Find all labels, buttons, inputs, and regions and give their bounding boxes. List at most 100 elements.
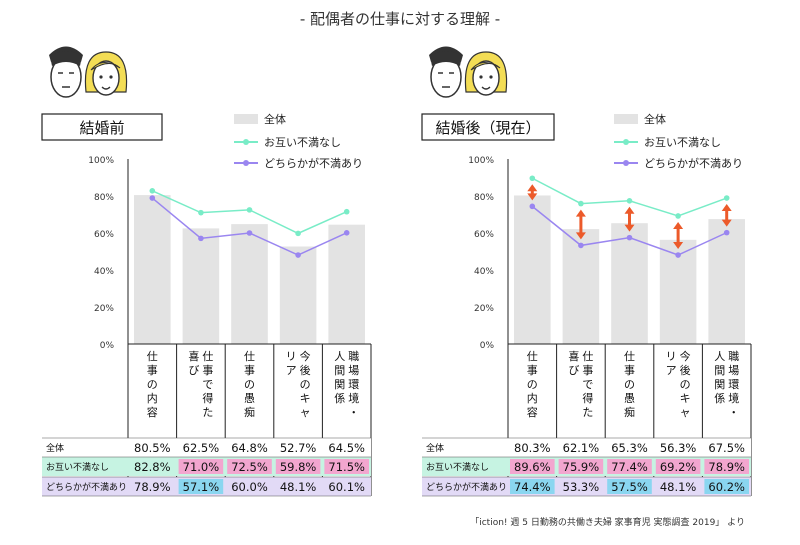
bar-1 — [134, 195, 171, 344]
bar-2 — [562, 229, 600, 344]
table-row-label: お互い不満なし — [46, 462, 109, 473]
either-point-4 — [675, 252, 681, 258]
category-label-1: 仕事の内容 — [147, 350, 158, 419]
category-label-5: 人間関係 — [714, 350, 725, 405]
y-tick-label: 0% — [480, 341, 495, 351]
category-label-4: リア — [666, 350, 677, 377]
table-cell-value: 74.4% — [514, 480, 551, 494]
table-row-label: 全体 — [46, 442, 64, 454]
either-point-2 — [578, 242, 584, 249]
chart-panel-2: 結婚後（現在） 全体お互い不満なしどちらかが不満あり0%20%40%60%80%1… — [421, 46, 752, 497]
legend-label-mutual: お互い不満なし — [644, 136, 721, 149]
table-cell-value: 89.6% — [514, 460, 551, 474]
either-point-5 — [343, 230, 350, 236]
table-cell-value: 82.8% — [134, 460, 171, 474]
legend-marker-mutual — [623, 139, 629, 145]
y-tick-label: 40% — [474, 267, 494, 277]
either-point-3 — [246, 230, 253, 236]
man-hair-top — [50, 51, 82, 66]
source-note: 「iction! 週 5 日勤務の共働き夫婦 家事育児 実態調査 2019」 よ… — [470, 516, 745, 528]
legend-marker-either — [243, 160, 249, 166]
y-tick-label: 100% — [468, 156, 494, 166]
category-label-2: 仕事で得た — [202, 350, 213, 419]
chart-panel-1: 結婚前 全体お互い不満なしどちらかが不満あり0%20%40%60%80%100%仕… — [41, 46, 372, 497]
woman-eye-left — [99, 75, 103, 79]
bar-3 — [231, 224, 268, 344]
gap-arrow-head-down — [527, 193, 538, 201]
either-point-4 — [295, 252, 301, 258]
gap-arrow-head-up — [721, 204, 732, 212]
woman-eye-right — [109, 75, 113, 79]
table-cell-value: 57.5% — [611, 480, 648, 494]
gap-arrow-4 — [673, 221, 684, 250]
bar-2 — [182, 228, 220, 344]
table-cell-highlight — [704, 459, 749, 474]
table-cell-value: 62.1% — [563, 441, 600, 455]
table-cell-value: 75.9% — [563, 460, 600, 474]
table-cell-value: 71.5% — [328, 460, 365, 474]
either-point-5 — [723, 229, 730, 236]
mutual-point-2 — [578, 200, 584, 207]
gap-arrow-head-down — [673, 242, 684, 250]
table-cell-value: 57.1% — [183, 480, 220, 494]
y-tick-label: 100% — [88, 156, 114, 166]
mutual-point-4 — [295, 230, 301, 237]
table-cell-highlight — [704, 479, 749, 494]
mutual-point-3 — [626, 198, 633, 204]
gap-arrow-head-up — [527, 184, 538, 192]
table-cell-value: 53.3% — [563, 480, 600, 494]
table-cell-value: 60.1% — [328, 480, 365, 494]
category-label-2: 喜び — [568, 350, 579, 377]
table-cell-highlight — [607, 459, 652, 474]
mutual-point-5 — [723, 195, 730, 201]
mutual-point-2 — [198, 209, 204, 216]
woman-face — [92, 60, 120, 96]
gap-arrow-head-up — [673, 221, 684, 229]
y-tick-label: 60% — [94, 230, 114, 240]
bar-5 — [708, 219, 745, 344]
gap-arrow-2 — [575, 209, 586, 240]
table-row-label: どちらかが不満あり — [426, 481, 507, 493]
bar-1 — [514, 195, 551, 344]
category-label-4: 今後のキャ — [680, 349, 691, 419]
category-label-2: 仕事で得た — [582, 350, 593, 419]
table-cell-highlight — [178, 459, 224, 474]
table-cell-value: 64.8% — [231, 441, 268, 455]
legend-marker-either — [623, 160, 629, 166]
woman-eye-right — [489, 75, 493, 79]
gap-arrow-head-up — [624, 206, 635, 214]
table-cell-value: 80.3% — [514, 441, 551, 455]
table-cell-value: 59.8% — [280, 460, 317, 474]
legend-label-bar: 全体 — [264, 112, 286, 126]
man-face-icon — [49, 46, 83, 98]
table-cell-highlight — [227, 459, 272, 474]
table-cell-highlight — [558, 459, 604, 474]
woman-mouth — [481, 86, 491, 90]
bar-5 — [328, 224, 365, 344]
bar-3 — [611, 223, 648, 344]
gap-arrow-head-up — [575, 209, 586, 217]
legend-swatch-bar — [234, 114, 258, 124]
woman-face — [472, 60, 500, 96]
table-cell-value: 78.9% — [708, 460, 745, 474]
table-cell-highlight — [607, 479, 652, 494]
y-tick-label: 20% — [94, 304, 114, 314]
gap-arrow-3 — [624, 206, 635, 232]
table-cell-value: 60.0% — [231, 480, 268, 494]
panel-title-box — [41, 113, 163, 141]
gap-arrow-head-down — [721, 219, 732, 227]
table-cell-highlight — [655, 459, 701, 474]
table-cell-value: 77.4% — [611, 460, 648, 474]
gap-arrow-head-down — [624, 224, 635, 232]
table-row-label: 全体 — [426, 442, 444, 454]
table-cell-highlight — [275, 459, 321, 474]
table-cell-value: 56.3% — [660, 441, 697, 455]
legend-swatch-bar — [614, 114, 638, 124]
panel-title: 結婚前 — [79, 119, 124, 137]
legend-label-mutual: お互い不満なし — [264, 136, 341, 149]
table-cell-value: 72.5% — [231, 460, 268, 474]
category-label-5: 職場環境・ — [728, 350, 739, 419]
table-cell-highlight — [510, 479, 555, 494]
